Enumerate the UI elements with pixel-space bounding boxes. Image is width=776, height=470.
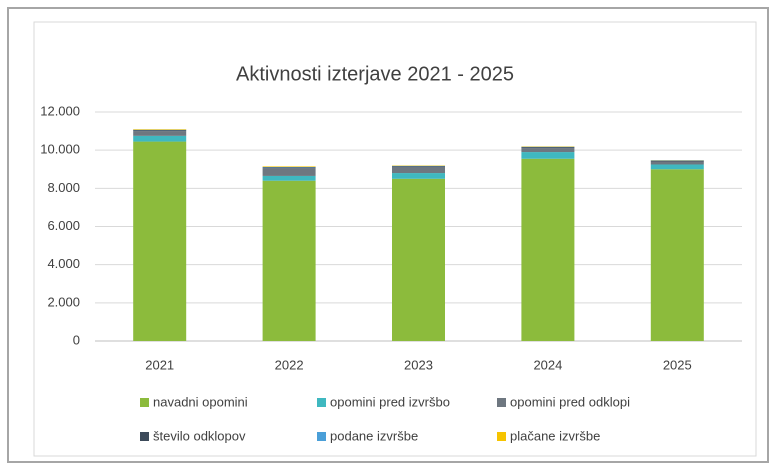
bar-segment bbox=[392, 167, 445, 174]
bar-segment bbox=[133, 131, 187, 136]
legend-swatch bbox=[317, 432, 326, 441]
bar-segment bbox=[521, 148, 575, 153]
y-tick-label: 4.000 bbox=[47, 256, 80, 271]
x-tick-label: 2022 bbox=[275, 357, 304, 372]
bar-segment bbox=[133, 130, 187, 132]
legend-swatch bbox=[497, 398, 506, 407]
legend-label: navadni opomini bbox=[153, 394, 248, 409]
bar-segment bbox=[262, 175, 316, 181]
y-tick-label: 8.000 bbox=[47, 180, 80, 195]
bar-segment bbox=[262, 167, 316, 169]
bar-segment bbox=[650, 160, 704, 162]
bar-segment bbox=[133, 135, 187, 142]
bar-segment bbox=[521, 158, 575, 341]
legend-swatch bbox=[497, 432, 506, 441]
x-tick-label: 2023 bbox=[404, 357, 433, 372]
bar-segment bbox=[650, 169, 704, 341]
y-tick-label: 0 bbox=[73, 332, 80, 347]
bar-segment bbox=[262, 168, 316, 176]
bar-segment bbox=[262, 180, 316, 341]
bar-segment bbox=[133, 141, 187, 341]
legend-swatch bbox=[317, 398, 326, 407]
x-tick-label: 2021 bbox=[145, 357, 174, 372]
bar-segment bbox=[392, 178, 445, 341]
legend-label: opomini pred izvršbo bbox=[330, 394, 450, 409]
bar-segment bbox=[521, 147, 575, 149]
y-tick-label: 10.000 bbox=[40, 142, 80, 157]
chart-title: Aktivnosti izterjave 2021 - 2025 bbox=[236, 63, 514, 85]
x-tick-label: 2025 bbox=[663, 357, 692, 372]
legend-label: opomini pred odklopi bbox=[510, 394, 630, 409]
bar-segment bbox=[650, 161, 704, 165]
y-tick-label: 6.000 bbox=[47, 218, 80, 233]
bar-segment bbox=[262, 166, 316, 167]
chart-area bbox=[33, 21, 757, 457]
legend-label: število odklopov bbox=[153, 428, 246, 443]
legend-label: plačane izvršbe bbox=[510, 428, 600, 443]
legend-swatch bbox=[140, 398, 149, 407]
y-tick-label: 12.000 bbox=[40, 103, 80, 118]
bar-segment bbox=[392, 173, 445, 179]
bar-segment bbox=[650, 164, 704, 170]
bar-segment bbox=[521, 152, 575, 159]
legend-swatch bbox=[140, 432, 149, 441]
y-tick-label: 2.000 bbox=[47, 294, 80, 309]
legend-label: podane izvršbe bbox=[330, 428, 418, 443]
bar-segment bbox=[392, 166, 445, 168]
bar-segment bbox=[133, 129, 187, 130]
x-tick-label: 2024 bbox=[533, 357, 562, 372]
